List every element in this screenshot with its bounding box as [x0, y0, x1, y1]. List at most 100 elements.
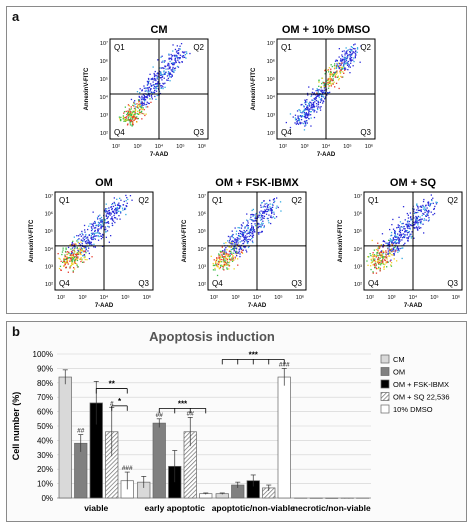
flow-event [433, 207, 435, 210]
flow-event [148, 95, 151, 97]
flow-event [435, 201, 437, 203]
flow-event [349, 55, 351, 57]
flow-event [77, 239, 79, 241]
flow-event [396, 227, 398, 229]
flow-event [391, 241, 393, 243]
flow-event [379, 254, 381, 256]
flow-event [349, 50, 351, 53]
x-tick-label: 10⁶ [365, 143, 373, 150]
flow-event [223, 259, 225, 261]
flow-event [155, 75, 157, 77]
flow-event [355, 50, 357, 52]
flow-event [336, 70, 338, 72]
flow-event [392, 250, 394, 252]
flow-event [107, 216, 109, 218]
flow-event [262, 215, 264, 217]
flow-event [318, 89, 320, 91]
flow-event [373, 254, 376, 256]
flow-event [240, 246, 242, 249]
flow-event [243, 231, 246, 234]
flow-event [354, 57, 356, 59]
flow-event [394, 235, 396, 237]
y-tick-label: 20% [37, 465, 53, 474]
flow-event [72, 253, 74, 255]
flow-event [160, 56, 162, 58]
flow-event [120, 119, 122, 121]
flow-event [337, 75, 339, 77]
flow-event [247, 228, 249, 230]
flow-event [273, 201, 275, 204]
flow-event [75, 256, 78, 259]
flow-event [84, 235, 87, 237]
flow-event [141, 118, 143, 120]
flow-event [343, 58, 345, 60]
flow-event [378, 252, 380, 254]
flow-event [221, 264, 223, 266]
flow-event [128, 114, 131, 116]
flow-event [386, 261, 388, 264]
flow-event [121, 207, 124, 209]
flow-event [114, 207, 117, 210]
flow-event [327, 69, 330, 71]
flow-event [375, 254, 377, 257]
flow-event [88, 225, 90, 227]
flow-event [331, 73, 334, 75]
flow-event [171, 59, 173, 61]
flow-event [72, 249, 74, 251]
flow-event [102, 225, 104, 228]
flow-event [403, 235, 405, 238]
flow-event [150, 91, 153, 94]
flow-event [419, 209, 421, 212]
flow-event [263, 217, 265, 219]
flow-event [221, 256, 223, 258]
flow-event [134, 103, 136, 106]
x-tick-label: 10⁴ [322, 143, 331, 150]
flow-event [112, 202, 114, 205]
flow-event [70, 253, 72, 255]
flow-event [261, 201, 263, 204]
flow-event [383, 268, 385, 270]
flow-event [167, 68, 169, 70]
flow-event [104, 221, 106, 223]
flow-event [254, 231, 256, 233]
flow-event [296, 110, 299, 112]
flow-event [179, 57, 181, 59]
flow-event [138, 109, 141, 112]
x-tick-label: 10⁴ [409, 294, 418, 301]
flow-event [88, 240, 90, 242]
flow-event [329, 75, 331, 78]
flow-event [156, 77, 158, 79]
flow-event [395, 244, 397, 246]
flow-event [224, 257, 227, 260]
flow-event [218, 263, 220, 266]
flow-event [80, 253, 82, 256]
flow-event [87, 238, 89, 240]
flow-event [312, 105, 314, 107]
flow-event [94, 230, 96, 232]
flow-event [87, 242, 89, 244]
flow-event [83, 251, 85, 253]
flow-event [305, 113, 307, 115]
flow-event [318, 85, 320, 87]
flow-event [407, 214, 409, 216]
flow-event [108, 207, 110, 209]
flow-event [402, 222, 404, 225]
flow-event [306, 114, 308, 116]
flow-event [403, 244, 405, 246]
flow-event [189, 52, 191, 55]
flow-plot-title: OM + 10% DMSO [282, 24, 371, 36]
flow-event [428, 209, 430, 212]
flow-event [81, 239, 83, 241]
flow-event [378, 259, 380, 261]
flow-event [304, 123, 307, 125]
flow-event [345, 51, 347, 53]
bar [340, 497, 354, 499]
flow-event [155, 79, 157, 82]
flow-event [337, 66, 340, 68]
flow-event [235, 239, 238, 241]
flow-event [252, 215, 254, 217]
flow-event [329, 80, 331, 82]
flow-event [175, 51, 178, 53]
flow-event [120, 116, 122, 119]
flow-event [168, 65, 170, 67]
